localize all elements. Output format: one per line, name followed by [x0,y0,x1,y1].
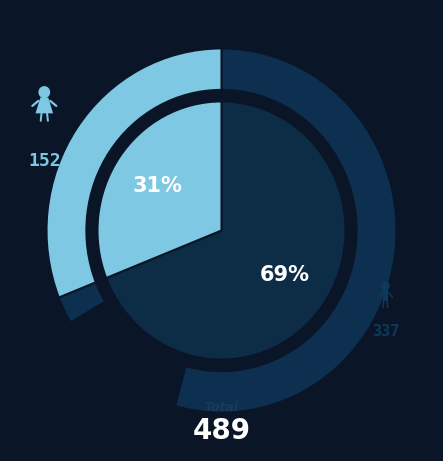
Circle shape [382,282,389,290]
Wedge shape [106,101,346,360]
Bar [383,290,388,301]
Text: 31%: 31% [133,176,183,195]
Wedge shape [97,101,222,278]
Text: 337: 337 [372,325,399,339]
Text: 489: 489 [193,417,250,445]
Text: 152: 152 [28,152,61,171]
Wedge shape [59,48,396,413]
Polygon shape [35,98,53,113]
Circle shape [39,87,50,98]
Text: Total: Total [204,402,239,414]
Text: 69%: 69% [260,266,310,285]
Wedge shape [47,48,222,297]
Wedge shape [66,299,188,411]
